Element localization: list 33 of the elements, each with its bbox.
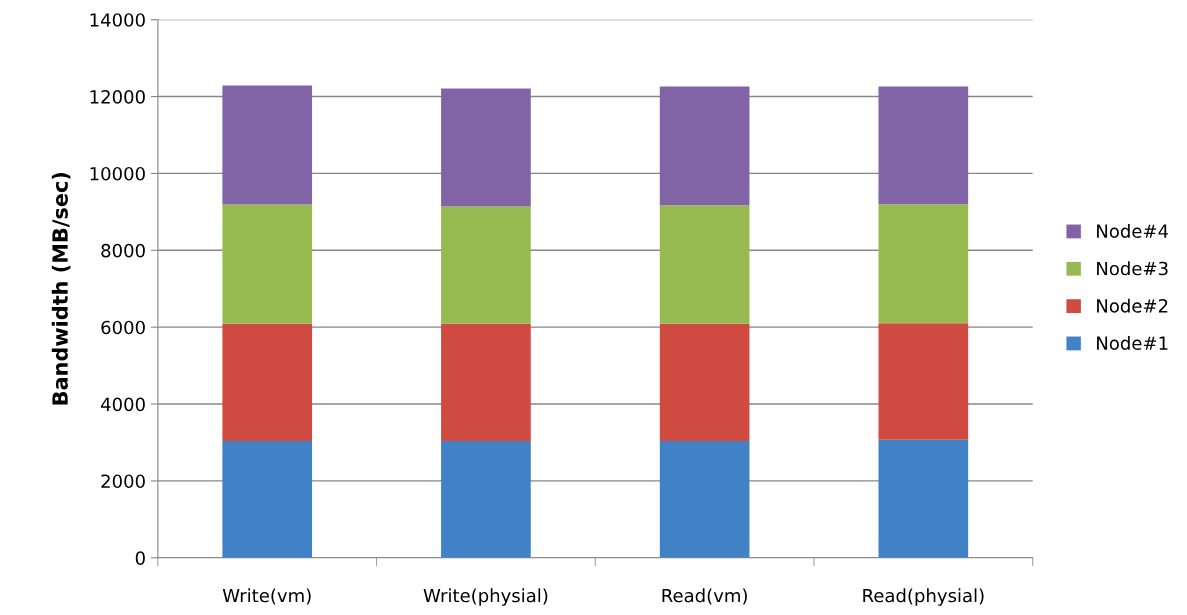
bar (222, 440, 313, 558)
bar (878, 86, 969, 205)
bar (222, 85, 313, 205)
bar (659, 205, 750, 324)
y-tick-label: 0 (135, 551, 145, 565)
y-tick-label: 4000 (101, 397, 145, 412)
bar (659, 86, 750, 206)
bar (441, 88, 531, 207)
bar (878, 439, 969, 558)
legend-label: Node#4 (1097, 224, 1169, 238)
bar (878, 323, 969, 440)
bar (441, 440, 531, 558)
bar (441, 323, 531, 441)
bar (441, 206, 531, 324)
y-tick-label: 8000 (101, 243, 145, 258)
y-tick-label: 10000 (90, 166, 145, 181)
legend-label: Node#2 (1097, 298, 1168, 313)
x-tick-label: Write(physial) (423, 588, 548, 606)
bar (659, 440, 750, 558)
x-tick-label: Read(physial) (863, 588, 984, 606)
y-tick-label: 6000 (101, 320, 145, 335)
bar (878, 204, 969, 324)
bar (222, 204, 313, 324)
legend-label: Node#1 (1097, 336, 1168, 350)
y-axis-title: Bandwidth (MB/sec) (51, 172, 71, 405)
y-tick-label: 14000 (90, 13, 145, 27)
y-tick-label: 12000 (90, 90, 145, 104)
x-tick-label: Write(vm) (222, 588, 311, 605)
legend-label: Node#3 (1097, 261, 1168, 276)
bar (659, 323, 750, 441)
x-tick-label: Read(vm) (662, 588, 747, 605)
bar (222, 323, 313, 441)
y-tick-label: 2000 (101, 474, 145, 489)
